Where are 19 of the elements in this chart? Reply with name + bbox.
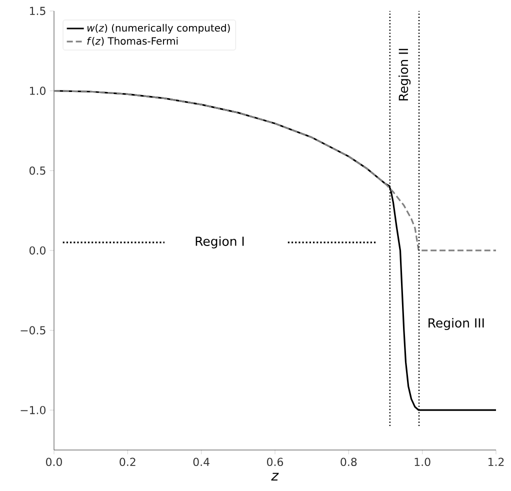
legend-label: w(z) (numerically computed) — [87, 24, 230, 34]
annotation: Region II — [398, 48, 411, 100]
y-tick-label: 1.0 — [30, 86, 46, 95]
x-tick-label: 0.0 — [46, 458, 62, 466]
y-tick-label: 0.5 — [30, 166, 46, 175]
y-tick-label: 1.5 — [30, 6, 46, 16]
x-tick-label: 1.2 — [488, 458, 504, 466]
x-tick-label: 0.4 — [193, 458, 210, 466]
y-tick-label: 0.0 — [30, 246, 46, 255]
x-axis-title: z — [271, 472, 279, 481]
legend-label: f(z) Thomas-Fermi — [87, 37, 178, 46]
x-tick-label: 0.8 — [340, 458, 357, 466]
x-tick-label: 1.0 — [414, 458, 430, 466]
y-tick-label: −1.0 — [20, 406, 46, 414]
x-tick-label: 0.2 — [120, 458, 136, 466]
y-tick-label: −0.5 — [20, 326, 46, 334]
annotation: Region I — [196, 236, 244, 248]
x-tick-label: 0.6 — [267, 458, 284, 466]
annotation: Region III — [428, 318, 484, 330]
